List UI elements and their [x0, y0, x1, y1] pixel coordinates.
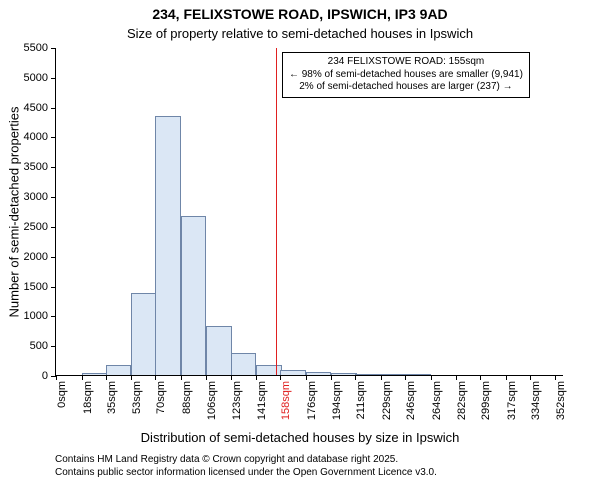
x-tick	[480, 375, 481, 380]
y-tick-label: 500	[30, 340, 56, 352]
x-tick	[306, 375, 307, 380]
x-tick	[431, 375, 432, 380]
y-tick-label: 3000	[24, 191, 56, 203]
histogram-bar	[381, 374, 407, 375]
histogram-bar	[355, 374, 381, 375]
x-tick	[206, 375, 207, 380]
x-tick-label: 352sqm	[555, 381, 567, 420]
histogram-bar	[331, 373, 357, 375]
y-axis-label: Number of semi-detached properties	[7, 107, 22, 318]
x-tick-label: 317sqm	[506, 381, 518, 420]
x-tick	[231, 375, 232, 380]
x-tick	[381, 375, 382, 380]
chart-title: 234, FELIXSTOWE ROAD, IPSWICH, IP3 9AD	[0, 6, 600, 22]
x-tick-label: 35sqm	[106, 381, 118, 414]
x-tick-label: 123sqm	[231, 381, 243, 420]
annotation-line-2: ← 98% of semi-detached houses are smalle…	[289, 69, 523, 82]
x-tick-label: 53sqm	[131, 381, 143, 414]
y-tick-label: 3500	[24, 161, 56, 173]
x-tick	[256, 375, 257, 380]
footer: Contains HM Land Registry data © Crown c…	[55, 454, 437, 479]
histogram-bar	[256, 365, 282, 375]
x-tick-label: 158sqm	[280, 381, 292, 420]
x-tick	[106, 375, 107, 380]
histogram-bar	[82, 373, 108, 375]
annotation-line-1: 234 FELIXSTOWE ROAD: 155sqm	[289, 56, 523, 69]
x-tick	[155, 375, 156, 380]
x-axis-label: Distribution of semi-detached houses by …	[0, 430, 600, 445]
footer-line-1: Contains HM Land Registry data © Crown c…	[55, 454, 437, 467]
y-tick-label: 2000	[24, 251, 56, 263]
x-tick-label: 18sqm	[82, 381, 94, 414]
histogram-bar	[181, 216, 207, 375]
plot-area: 234 FELIXSTOWE ROAD: 155sqm ← 98% of sem…	[55, 48, 563, 376]
x-tick	[181, 375, 182, 380]
histogram-bar	[231, 353, 257, 375]
y-tick-label: 0	[42, 370, 56, 382]
y-tick-label: 1500	[24, 281, 56, 293]
x-tick-label: 0sqm	[56, 381, 68, 408]
x-tick	[82, 375, 83, 380]
x-tick	[456, 375, 457, 380]
x-tick-label: 194sqm	[331, 381, 343, 420]
x-tick-label: 211sqm	[355, 381, 367, 419]
x-tick	[56, 375, 57, 380]
x-tick	[506, 375, 507, 380]
y-tick-label: 5500	[24, 42, 56, 54]
x-tick-label: 70sqm	[155, 381, 167, 414]
x-tick-label: 88sqm	[181, 381, 193, 414]
histogram-bar	[206, 326, 232, 375]
x-tick	[405, 375, 406, 380]
x-tick-label: 106sqm	[206, 381, 218, 420]
y-tick-label: 4500	[24, 102, 56, 114]
x-tick	[555, 375, 556, 380]
histogram-bar	[405, 374, 431, 375]
x-tick	[131, 375, 132, 380]
x-tick	[355, 375, 356, 380]
chart-subtitle: Size of property relative to semi-detach…	[0, 26, 600, 41]
x-tick-label: 141sqm	[256, 381, 268, 420]
x-tick	[530, 375, 531, 380]
histogram-chart: 234, FELIXSTOWE ROAD, IPSWICH, IP3 9AD S…	[0, 0, 600, 500]
annotation-line-3: 2% of semi-detached houses are larger (2…	[289, 81, 523, 94]
x-tick-label: 246sqm	[405, 381, 417, 420]
y-tick-label: 1000	[24, 310, 56, 322]
x-tick-label: 264sqm	[431, 381, 443, 420]
histogram-bar	[155, 116, 181, 375]
footer-line-2: Contains public sector information licen…	[55, 467, 437, 480]
x-tick	[280, 375, 281, 380]
y-tick-label: 4000	[24, 131, 56, 143]
histogram-bar	[306, 372, 332, 375]
x-tick-label: 229sqm	[381, 381, 393, 420]
annotation-box: 234 FELIXSTOWE ROAD: 155sqm ← 98% of sem…	[282, 52, 530, 98]
x-tick-label: 334sqm	[530, 381, 542, 420]
histogram-bar	[280, 370, 306, 375]
x-tick	[331, 375, 332, 380]
marker-line	[276, 48, 277, 375]
x-tick-label: 176sqm	[306, 381, 318, 420]
histogram-bar	[131, 293, 157, 375]
histogram-bar	[106, 365, 132, 375]
y-tick-label: 2500	[24, 221, 56, 233]
y-tick-label: 5000	[24, 72, 56, 84]
x-tick-label: 299sqm	[480, 381, 492, 420]
x-tick-label: 282sqm	[456, 381, 468, 420]
